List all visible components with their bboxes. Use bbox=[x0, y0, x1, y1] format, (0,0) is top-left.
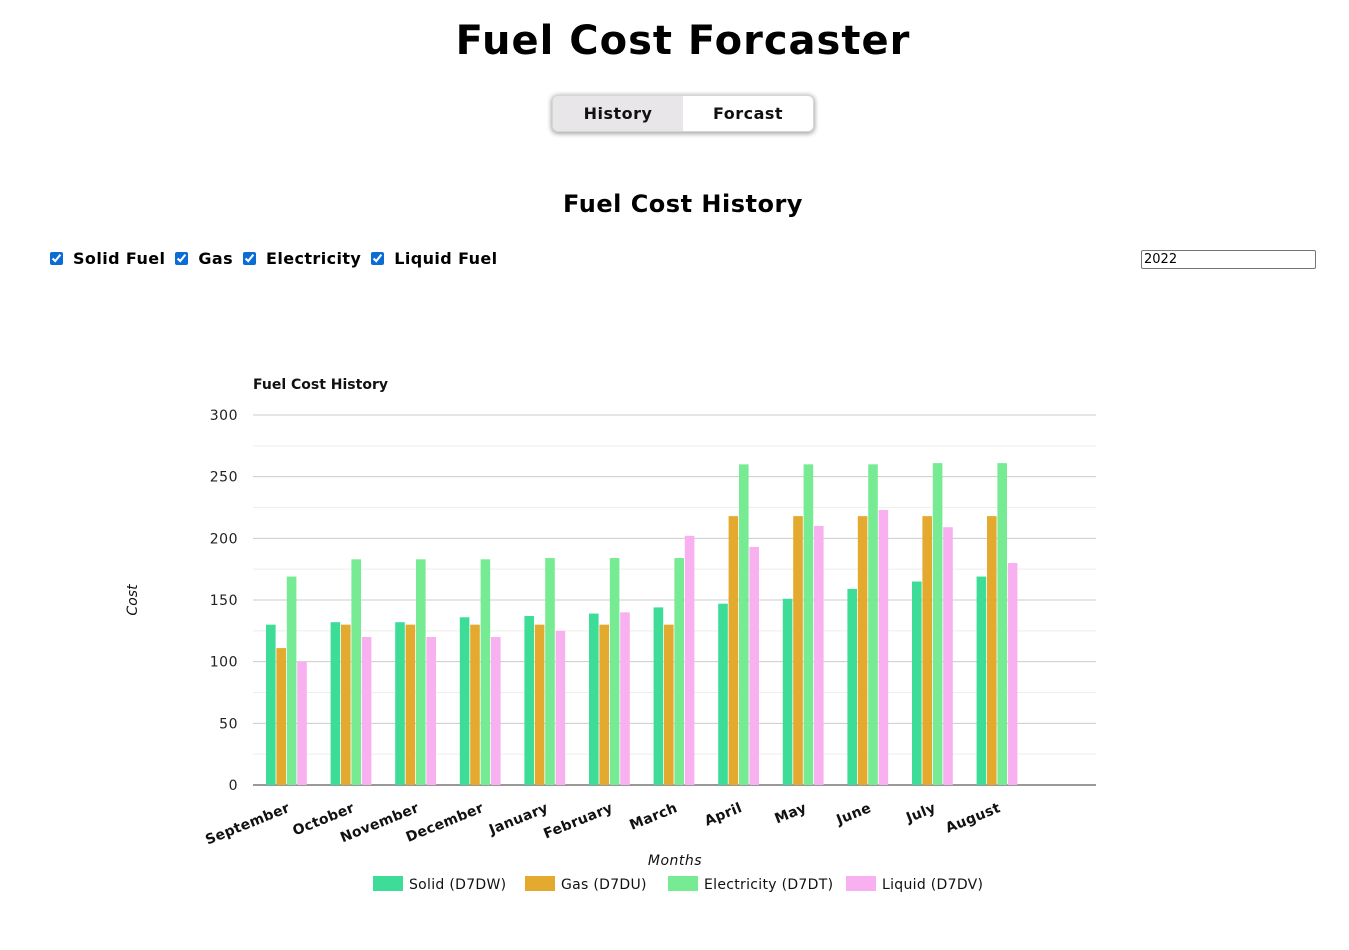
liquid-fuel-label: Liquid Fuel bbox=[394, 249, 498, 268]
bar bbox=[555, 630, 566, 785]
liquid-fuel-checkbox[interactable] bbox=[371, 252, 385, 265]
electricity-label: Electricity bbox=[266, 249, 362, 268]
bar bbox=[534, 624, 545, 785]
x-tick-label: August bbox=[943, 800, 1002, 836]
bar bbox=[718, 603, 728, 785]
bar bbox=[416, 559, 426, 785]
bar bbox=[943, 527, 953, 785]
x-tick-label: September bbox=[203, 800, 292, 848]
legend-swatch bbox=[668, 876, 698, 891]
bar bbox=[351, 559, 361, 785]
legend-entry: Liquid (D7DV) bbox=[882, 877, 983, 893]
bar bbox=[664, 624, 674, 785]
bar bbox=[932, 463, 943, 785]
bar bbox=[276, 648, 286, 785]
year-input[interactable] bbox=[1141, 250, 1316, 269]
x-tick-label: May bbox=[772, 800, 809, 827]
y-axis-label: Cost bbox=[125, 584, 141, 616]
bar bbox=[912, 581, 922, 785]
filter-solid-fuel[interactable]: Solid Fuel bbox=[50, 249, 165, 268]
bar bbox=[739, 464, 749, 785]
bar bbox=[1007, 563, 1018, 785]
legend-entry: Solid (D7DW) bbox=[409, 877, 506, 893]
bar bbox=[976, 576, 987, 785]
section-title: Fuel Cost History bbox=[563, 190, 803, 218]
electricity-checkbox[interactable] bbox=[243, 252, 257, 265]
filter-electricity[interactable]: Electricity bbox=[243, 249, 361, 268]
x-tick-label: April bbox=[702, 800, 744, 829]
bar bbox=[878, 509, 889, 785]
bar bbox=[395, 622, 405, 785]
fuel-filters: Solid Fuel Gas Electricity Liquid Fuel bbox=[50, 249, 508, 268]
y-tick-label: 50 bbox=[219, 716, 238, 732]
bar bbox=[987, 516, 997, 785]
bar bbox=[653, 607, 664, 785]
bar bbox=[480, 559, 491, 785]
bar bbox=[997, 463, 1007, 785]
bar bbox=[341, 624, 351, 785]
bar bbox=[459, 617, 470, 785]
filter-gas[interactable]: Gas bbox=[175, 249, 233, 268]
bar bbox=[297, 661, 307, 785]
bar bbox=[793, 516, 803, 785]
y-tick-label: 100 bbox=[210, 655, 238, 671]
legend-entry: Gas (D7DU) bbox=[561, 877, 647, 893]
bar bbox=[684, 535, 695, 785]
bar bbox=[470, 624, 480, 785]
bar bbox=[266, 624, 276, 785]
y-tick-label: 150 bbox=[210, 593, 238, 609]
legend-swatch bbox=[846, 876, 876, 891]
bar bbox=[609, 558, 620, 785]
bar bbox=[868, 464, 878, 785]
x-tick-label: March bbox=[627, 800, 679, 834]
bar bbox=[728, 516, 739, 785]
bar bbox=[599, 624, 609, 785]
x-tick-label: July bbox=[903, 800, 938, 827]
chart-title: Fuel Cost History bbox=[253, 377, 388, 393]
bar bbox=[803, 464, 814, 785]
view-tab-switch: History Forcast bbox=[553, 96, 813, 131]
bar bbox=[814, 526, 824, 785]
gas-label: Gas bbox=[198, 249, 234, 268]
y-tick-label: 300 bbox=[210, 408, 238, 424]
y-tick-label: 250 bbox=[210, 470, 238, 486]
x-tick-label: June bbox=[833, 800, 873, 829]
solid-fuel-checkbox[interactable] bbox=[50, 252, 63, 265]
legend-entry: Electricity (D7DT) bbox=[704, 877, 833, 893]
bar bbox=[524, 616, 534, 785]
legend-swatch bbox=[373, 876, 403, 891]
bar bbox=[620, 612, 630, 785]
bar bbox=[286, 576, 297, 785]
bar bbox=[847, 588, 857, 785]
bar bbox=[782, 598, 793, 785]
x-axis-label: Months bbox=[648, 853, 702, 869]
bar bbox=[589, 613, 599, 785]
tab-forcast[interactable]: Forcast bbox=[712, 104, 784, 123]
bar bbox=[545, 558, 555, 785]
bar bbox=[922, 516, 932, 785]
bar bbox=[674, 558, 684, 785]
app-title: Fuel Cost Forcaster bbox=[455, 18, 911, 64]
bar bbox=[361, 637, 372, 785]
solid-fuel-label: Solid Fuel bbox=[73, 249, 166, 268]
legend-swatch bbox=[525, 876, 555, 891]
bar bbox=[857, 516, 868, 785]
tab-history[interactable]: History bbox=[553, 96, 683, 131]
bar bbox=[405, 624, 416, 785]
gas-checkbox[interactable] bbox=[175, 252, 189, 265]
bar bbox=[330, 622, 341, 785]
bar bbox=[491, 637, 501, 785]
bar bbox=[749, 546, 759, 785]
x-tick-label: February bbox=[541, 800, 615, 842]
y-tick-label: 200 bbox=[210, 531, 238, 547]
y-tick-label: 0 bbox=[229, 778, 238, 794]
x-tick-label: January bbox=[486, 800, 551, 838]
filter-liquid-fuel[interactable]: Liquid Fuel bbox=[371, 249, 497, 268]
bar bbox=[426, 637, 436, 785]
